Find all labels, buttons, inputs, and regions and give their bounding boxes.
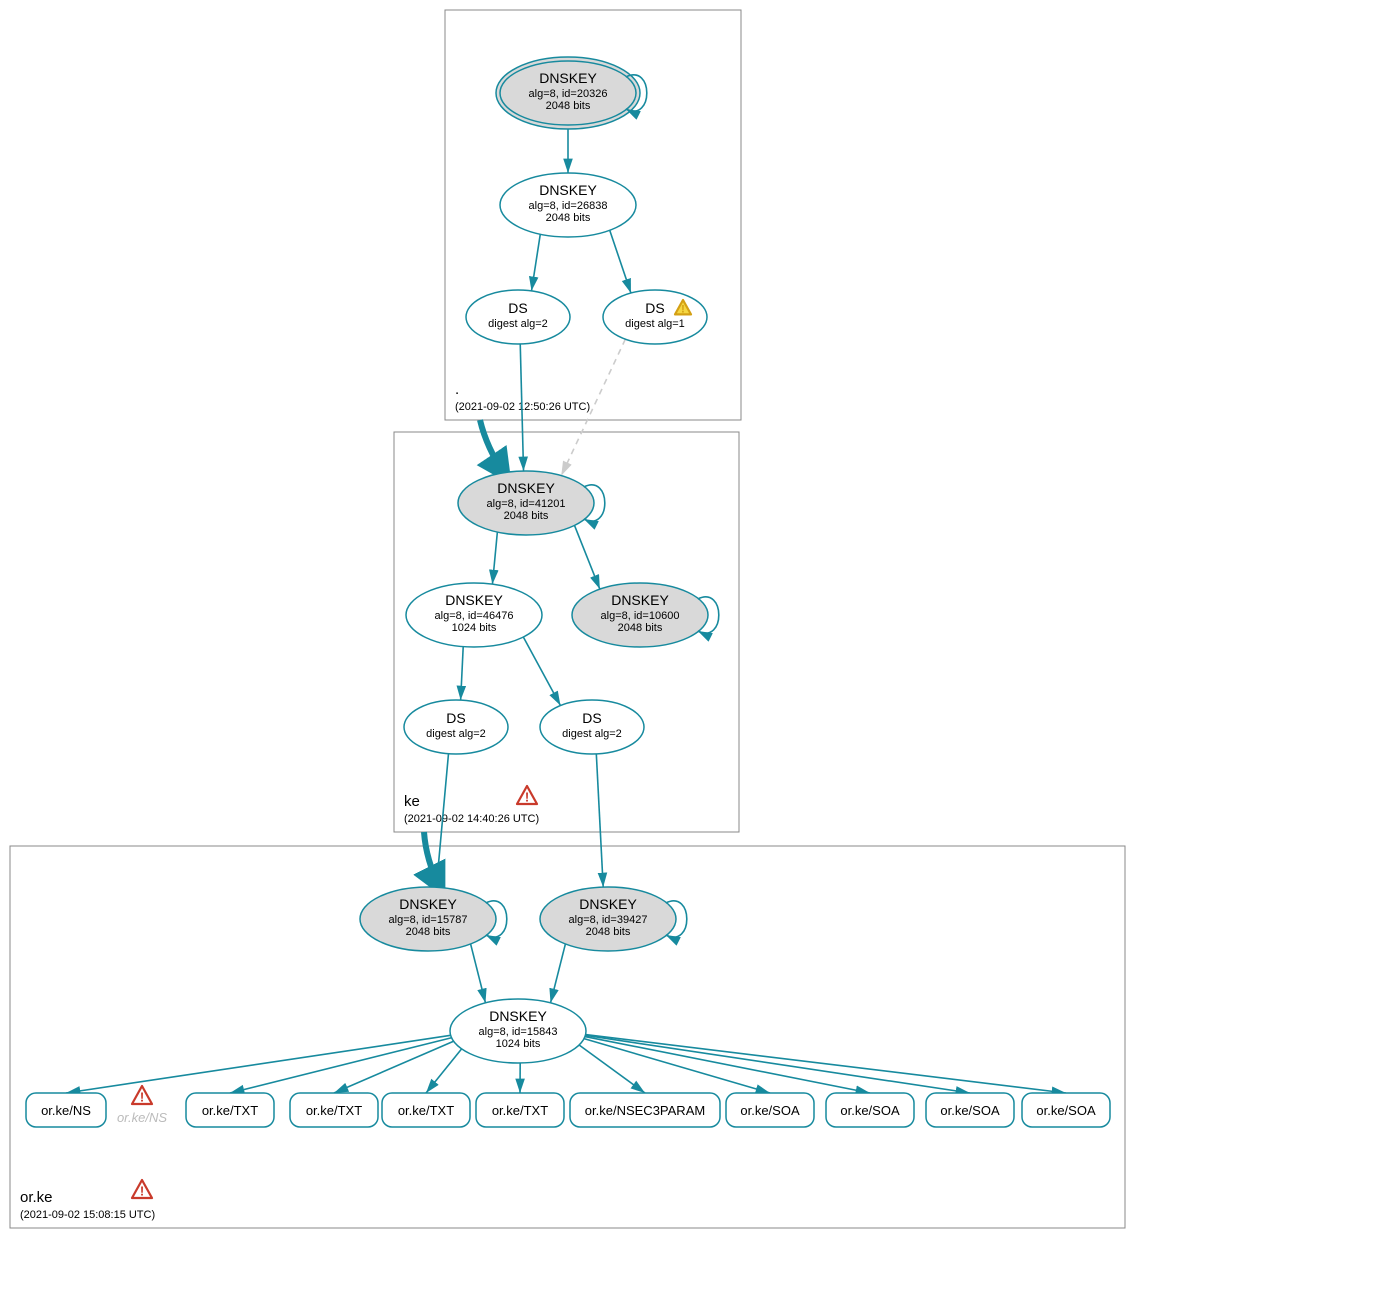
edge-or_key3-rr3 bbox=[426, 1049, 462, 1093]
node-ke_ds2 bbox=[540, 700, 644, 754]
node-sub2-or_key2: 2048 bits bbox=[586, 926, 631, 938]
edge-or_key1-or_key3 bbox=[471, 944, 486, 1003]
node-sub2-ke_key1: 2048 bits bbox=[504, 510, 549, 522]
node-title-or_key1: DNSKEY bbox=[399, 896, 457, 912]
warning-icon-mark: ! bbox=[525, 790, 529, 805]
node-label-rr9: or.ke/SOA bbox=[1036, 1103, 1096, 1118]
node-title-ke_ds1: DS bbox=[446, 710, 465, 726]
diagram-canvas: .(2021-09-02 12:50:26 UTC)ke(2021-09-02 … bbox=[0, 0, 1373, 1307]
node-label-rr1: or.ke/TXT bbox=[202, 1103, 258, 1118]
node-sub1-root_ds2: digest alg=1 bbox=[625, 318, 685, 330]
node-label-rr5: or.ke/NSEC3PARAM bbox=[585, 1103, 705, 1118]
node-label-rr6: or.ke/SOA bbox=[740, 1103, 800, 1118]
zone-name-ke: ke bbox=[404, 793, 420, 810]
node-sub2-or_key1: 2048 bits bbox=[406, 926, 451, 938]
zone-name-orke: or.ke bbox=[20, 1189, 53, 1206]
node-sub1-ke_key1: alg=8, id=41201 bbox=[487, 498, 566, 510]
node-sub1-or_key1: alg=8, id=15787 bbox=[389, 914, 468, 926]
edge-ke_key1-ke_key3 bbox=[575, 525, 600, 589]
node-title-root_key1: DNSKEY bbox=[539, 70, 597, 86]
edge-root_key2-root_ds1 bbox=[532, 234, 541, 291]
node-label-rr8: or.ke/SOA bbox=[940, 1103, 1000, 1118]
node-label-rr0: or.ke/NS bbox=[41, 1103, 91, 1118]
node-sub2-ke_key3: 2048 bits bbox=[618, 622, 663, 634]
node-root_ds1 bbox=[466, 290, 570, 344]
node-title-ke_key3: DNSKEY bbox=[611, 592, 669, 608]
edge-ke_key2-ke_ds1 bbox=[461, 647, 464, 701]
node-sub2-ke_key2: 1024 bits bbox=[452, 622, 497, 634]
delegation-arrow-0 bbox=[480, 420, 505, 475]
node-sub1-or_key3: alg=8, id=15843 bbox=[479, 1026, 558, 1038]
edge-or_key3-rr5 bbox=[579, 1045, 645, 1093]
warning-icon-mark: ! bbox=[140, 1090, 144, 1105]
node-sub1-or_key2: alg=8, id=39427 bbox=[569, 914, 648, 926]
node-title-or_key2: DNSKEY bbox=[579, 896, 637, 912]
edge-root_key2-root_ds2 bbox=[610, 230, 631, 293]
node-sub2-root_key1: 2048 bits bbox=[546, 100, 591, 112]
node-sub1-ke_key3: alg=8, id=10600 bbox=[601, 610, 680, 622]
node-sub1-root_key1: alg=8, id=20326 bbox=[529, 88, 608, 100]
node-title-root_key2: DNSKEY bbox=[539, 182, 597, 198]
node-root_ds2 bbox=[603, 290, 707, 344]
node-label-rr3: or.ke/TXT bbox=[398, 1103, 454, 1118]
edge-or_key2-or_key3 bbox=[551, 944, 566, 1003]
warning-icon-mark: ! bbox=[681, 303, 685, 315]
edge-ke_key2-ke_ds2 bbox=[523, 637, 560, 706]
node-label-rr7: or.ke/SOA bbox=[840, 1103, 900, 1118]
node-label-rr4: or.ke/TXT bbox=[492, 1103, 548, 1118]
node-title-root_ds1: DS bbox=[508, 300, 527, 316]
edge-ke_ds2-or_key2 bbox=[596, 754, 603, 887]
node-sub2-root_key2: 2048 bits bbox=[546, 212, 591, 224]
node-title-ke_ds2: DS bbox=[582, 710, 601, 726]
node-title-root_ds2: DS bbox=[645, 300, 664, 316]
warn-label-rrW: or.ke/NS bbox=[117, 1110, 167, 1125]
node-title-ke_key1: DNSKEY bbox=[497, 480, 555, 496]
zone-name-root: . bbox=[455, 381, 459, 398]
node-sub2-or_key3: 1024 bits bbox=[496, 1038, 541, 1050]
edge-or_key3-rr2 bbox=[334, 1041, 454, 1093]
node-sub1-ke_key2: alg=8, id=46476 bbox=[435, 610, 514, 622]
edge-or_key3-rr1 bbox=[230, 1038, 452, 1093]
edge-or_key3-rr0 bbox=[66, 1035, 451, 1093]
node-sub1-ke_ds1: digest alg=2 bbox=[426, 728, 486, 740]
delegation-arrow-1 bbox=[424, 832, 440, 888]
diagram-svg: .(2021-09-02 12:50:26 UTC)ke(2021-09-02 … bbox=[0, 0, 1373, 1307]
node-title-ke_key2: DNSKEY bbox=[445, 592, 503, 608]
edge-ke_key1-ke_key2 bbox=[492, 532, 497, 584]
edge-or_key3-rr8 bbox=[585, 1035, 970, 1093]
edge-or_key3-rr6 bbox=[584, 1039, 770, 1093]
zone-ts-ke: (2021-09-02 14:40:26 UTC) bbox=[404, 813, 539, 825]
zone-ts-orke: (2021-09-02 15:08:15 UTC) bbox=[20, 1209, 155, 1221]
warning-icon-mark: ! bbox=[140, 1184, 144, 1199]
node-label-rr2: or.ke/TXT bbox=[306, 1103, 362, 1118]
node-sub1-root_ds1: digest alg=2 bbox=[488, 318, 548, 330]
node-sub1-ke_ds2: digest alg=2 bbox=[562, 728, 622, 740]
node-ke_ds1 bbox=[404, 700, 508, 754]
node-sub1-root_key2: alg=8, id=26838 bbox=[529, 200, 608, 212]
node-title-or_key3: DNSKEY bbox=[489, 1008, 547, 1024]
